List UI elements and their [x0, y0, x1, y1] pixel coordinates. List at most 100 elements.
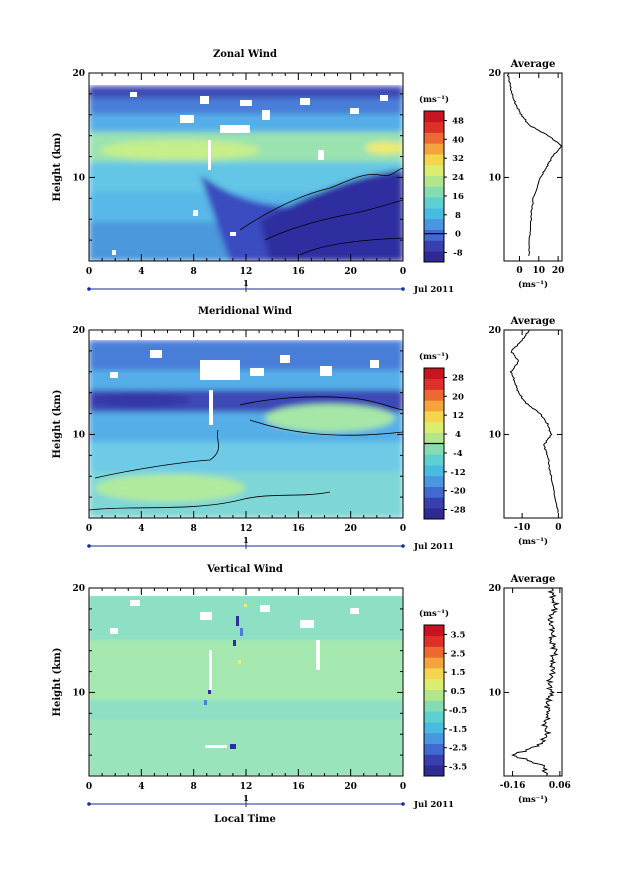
- date-label: Jul 2011: [413, 542, 454, 552]
- day-label: 1: [243, 279, 249, 289]
- colorbar-tick-label: -28: [450, 506, 465, 516]
- y-tick-label: 20: [72, 584, 85, 594]
- colorbar-tick-label: -4: [453, 449, 463, 459]
- average-x-unit-label: (ms⁻¹): [518, 794, 548, 805]
- colorbar-swatch: [424, 218, 444, 230]
- meridional-wind-title: Meridional Wind: [198, 306, 292, 317]
- meridional-wind-heatmap: [88, 329, 404, 519]
- colorbar-tick-label: 3.5: [451, 630, 466, 640]
- colorbar-swatch: [424, 668, 444, 680]
- x-tick-label: 0: [86, 267, 92, 277]
- average-x-tick-label: -10: [514, 523, 530, 533]
- colorbar-tick-label: 16: [452, 192, 464, 202]
- y-tick-label: 20: [72, 326, 85, 336]
- colorbar-tick-label: 28: [452, 373, 464, 383]
- date-label: Jul 2011: [413, 800, 454, 810]
- colorbar-swatch: [424, 421, 444, 434]
- colorbar-swatch: [424, 208, 444, 220]
- average-x-unit-label: (ms⁻¹): [518, 536, 548, 547]
- average-profile-line: [506, 72, 563, 256]
- y-axis-label: Height (km): [52, 648, 63, 717]
- colorbar-tick-label: 4: [455, 430, 461, 440]
- average-x-tick-label: 10: [533, 266, 546, 276]
- vertical-wind-panel: Vertical Wind: [88, 564, 404, 825]
- colorbar-unit-label: (ms⁻¹): [419, 351, 449, 362]
- average-x-unit-label: (ms⁻¹): [518, 279, 548, 290]
- colorbar-swatch: [424, 743, 444, 755]
- x-tick-label: 12: [240, 782, 253, 792]
- colorbar-swatch: [424, 700, 444, 712]
- x-tick-label: 0: [400, 782, 406, 792]
- colorbar-tick-label: -2.5: [449, 744, 467, 754]
- average-y-tick-label: 10: [488, 688, 501, 698]
- y-tick-label: 10: [72, 173, 85, 183]
- vertical-wind-heatmap: [88, 587, 404, 777]
- colorbar: 28 20 12 4 -4 -12 -20 -28 (ms⁻¹): [419, 351, 466, 520]
- zonal-wind-heatmap: [88, 72, 404, 262]
- colorbar-tick-label: -12: [450, 468, 465, 478]
- colorbar-swatch: [424, 732, 444, 744]
- y-axis-label: Height (km): [52, 133, 63, 202]
- average-profile-plot: Average 20 10 -10 0 (ms⁻¹): [488, 316, 563, 547]
- x-tick-label: 4: [138, 524, 144, 534]
- colorbar-swatch: [424, 454, 444, 466]
- x-tick-label: 12: [240, 524, 253, 534]
- colorbar-tick-label: 32: [452, 154, 464, 164]
- colorbar-tick-label: 2.5: [451, 649, 466, 659]
- day-range-start: [87, 802, 91, 806]
- y-tick-label: 10: [72, 430, 85, 440]
- day-range-end: [401, 802, 405, 806]
- x-tick-label: 0: [400, 524, 406, 534]
- colorbar-swatch: [424, 197, 444, 209]
- colorbar-swatch: [424, 689, 444, 701]
- average-frame: [503, 329, 563, 519]
- day-range-end: [401, 544, 405, 548]
- colorbar-swatch: [424, 411, 444, 423]
- average-x-tick-label: 0: [516, 266, 522, 276]
- colorbar-swatch: [424, 722, 444, 734]
- x-tick-label: 8: [191, 524, 197, 534]
- x-tick-label: 16: [292, 524, 305, 534]
- colorbar-swatch: [424, 229, 444, 241]
- colorbar-swatch: [424, 432, 444, 444]
- colorbar-swatch: [424, 251, 444, 263]
- colorbar-swatch: [424, 378, 444, 390]
- colorbar-tick-label: -1.5: [449, 725, 467, 735]
- colorbar-tick-label: 0.5: [451, 687, 466, 697]
- colorbar-swatch: [424, 143, 444, 155]
- colorbar: 48 40 32 24 16 8 0 -8 (ms⁻¹): [419, 94, 464, 263]
- colorbar-swatch: [424, 754, 444, 766]
- average-y-tick-label: 10: [488, 430, 501, 440]
- colorbar-swatch: [424, 657, 444, 669]
- colorbar-swatch: [424, 497, 444, 509]
- colorbar-swatch: [424, 678, 444, 691]
- x-tick-label: 20: [344, 782, 357, 792]
- colorbar-swatch: [424, 508, 444, 520]
- colorbar-tick-label: 20: [452, 392, 464, 402]
- colorbar-frame: [423, 110, 445, 263]
- x-tick-label: 20: [344, 267, 357, 277]
- colorbar-swatch: [424, 154, 444, 166]
- colorbar-tick-label: 1.5: [451, 668, 466, 678]
- colorbar-swatch: [424, 186, 444, 198]
- local-time-axis-label: Local Time: [214, 814, 276, 825]
- day-label: 1: [243, 794, 249, 804]
- colorbar-swatch: [424, 121, 444, 133]
- average-profile-plot: Average 20 10 0 10 20 (ms⁻¹): [488, 59, 564, 290]
- panel-2-axes: 20 10 Height (km) 0 4 8 12 16 20 0 1 Jul 2011 3.5 2.5…: [52, 574, 571, 810]
- x-tick-label: 12: [240, 267, 253, 277]
- colorbar-swatch: [424, 164, 444, 177]
- colorbar-tick-label: 24: [452, 173, 464, 183]
- average-title: Average: [510, 574, 556, 585]
- colorbar-tick-label: -3.5: [449, 763, 467, 773]
- x-tick-label: 0: [86, 782, 92, 792]
- colorbar-tick-label: -20: [450, 487, 465, 497]
- meridional-wind-panel: Meridional Wind: [88, 306, 404, 519]
- colorbar-swatch: [424, 646, 444, 658]
- average-y-tick-label: 20: [488, 584, 501, 594]
- panel-1-axes: 20 10 Height (km) 0 4 8 12 16 20 0 1 Jul 2011 28 20 12…: [52, 316, 563, 552]
- x-tick-label: 16: [292, 267, 305, 277]
- colorbar-swatch: [424, 111, 444, 123]
